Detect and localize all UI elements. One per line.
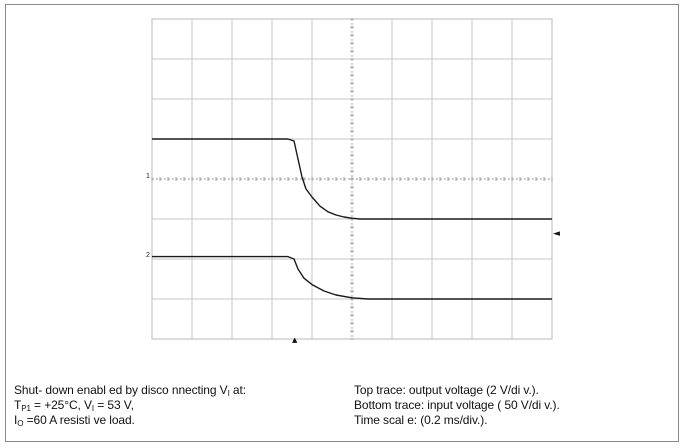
caption-text: at: [229, 383, 246, 397]
caption-subscript: O [17, 419, 24, 428]
caption-left-line-2: TP1 = +25°C, VI = 53 V, [14, 398, 246, 413]
figure-frame [5, 4, 679, 442]
caption-subscript: P1 [21, 404, 31, 413]
caption-left-line-3: IO =60 A resisti ve load. [14, 413, 246, 428]
caption-subscript: I [227, 389, 230, 398]
input-voltage-trace [152, 255, 552, 300]
caption-right-line-1: Top trace: output voltage (2 V/di v.). [354, 383, 539, 397]
output-voltage-trace [152, 138, 552, 220]
traces [152, 138, 552, 300]
caption-conditions: Shut- down enabl ed by disco nnecting VI… [14, 383, 246, 428]
caption-text: =60 A resisti ve load. [23, 413, 135, 427]
channel-2-marker: 2 [146, 252, 150, 259]
graticule [151, 18, 553, 340]
caption-subscript: I [91, 404, 95, 413]
caption-left-line-1: Shut- down enabl ed by disco nnecting VI… [14, 383, 246, 398]
trigger-position-marker: ▲ [292, 336, 298, 344]
caption-trace-info: Top trace: output voltage (2 V/di v.). B… [354, 383, 560, 428]
markers: 1 2 ◄ ▲ [146, 173, 560, 344]
caption-text: I [14, 413, 18, 427]
caption-text: = +25°C, V [30, 398, 92, 412]
caption-text: Shut- down enabl ed by disco nnecting V [14, 383, 228, 397]
caption-text: = 53 V, [94, 398, 134, 412]
trigger-level-marker: ◄ [553, 229, 560, 239]
channel-1-marker: 1 [146, 173, 150, 180]
caption-right-line-2: Bottom trace: input voltage ( 50 V/di v.… [354, 398, 560, 412]
caption-right-line-3: Time scal e: (0.2 ms/div.). [354, 413, 488, 427]
caption-text: T [14, 398, 22, 412]
